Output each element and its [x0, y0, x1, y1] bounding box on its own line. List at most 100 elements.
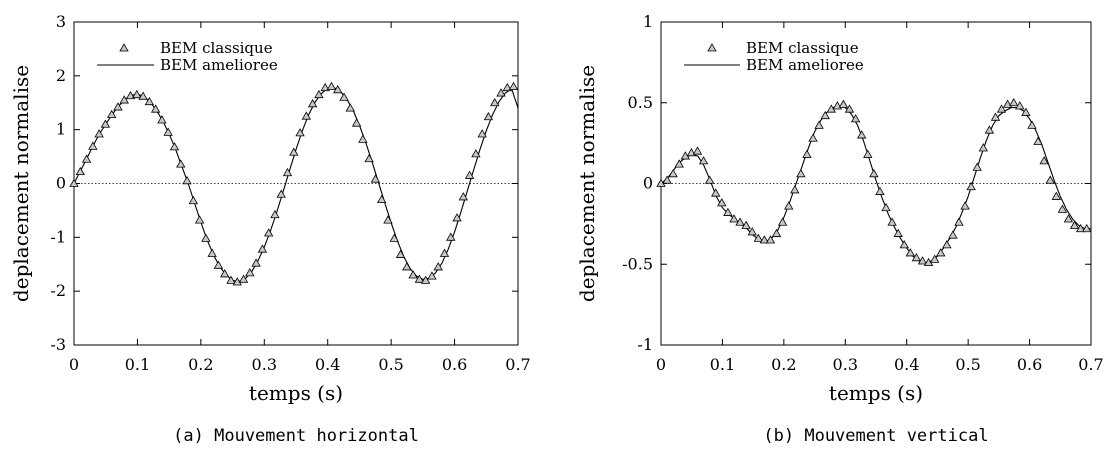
x-tick-label: 0.7 [1078, 355, 1103, 374]
legend-label-classique: BEM classique [746, 39, 859, 57]
marker-classique [483, 111, 494, 121]
chart-vertical-motion: 0 0.1 0.2 0.3 0.4 0.5 0.6 0.7 -1 -0.5 0 0.5 1 BEM c… [575, 12, 1104, 446]
marker-classique [838, 99, 849, 108]
marker-classique [420, 275, 431, 284]
x-tick-label: 0 [656, 355, 666, 374]
marker-classique [150, 104, 161, 113]
marker-classique [138, 91, 148, 100]
marker-classique [125, 90, 136, 100]
y-tick-label: 1 [56, 120, 66, 139]
x-tick-label: 0.3 [252, 355, 277, 374]
y-axis-label: deplacement normalise [9, 65, 33, 302]
legend: BEM classique BEM amelioree [97, 39, 278, 74]
legend-marker-classique [707, 43, 717, 52]
marker-classique [771, 228, 782, 237]
marker-classique [662, 175, 672, 184]
marker-classique [1033, 136, 1043, 145]
marker-classique [383, 215, 393, 224]
legend-label-amelioree: BEM amelioree [746, 56, 864, 74]
marker-classique [232, 277, 242, 286]
marker-classique [207, 248, 217, 257]
marker-classique [887, 217, 897, 226]
x-tick-label: 0.1 [710, 355, 735, 374]
marker-classique [458, 192, 469, 201]
marker-classique [747, 227, 757, 236]
marker-classique [1027, 120, 1037, 129]
marker-classique [1015, 101, 1025, 110]
x-tick-label: 0.5 [955, 355, 980, 374]
y-tick-label: 3 [56, 12, 66, 31]
marker-classique [289, 147, 299, 156]
marker-classique [796, 169, 806, 178]
marker-classique [929, 254, 940, 263]
x-tick-label: 0.6 [1017, 355, 1042, 374]
marker-classique [194, 215, 205, 224]
marker-classique [1069, 220, 1080, 229]
y-tick-label: -3 [50, 335, 66, 354]
marker-classique [978, 143, 989, 152]
x-tick-label: 0 [69, 355, 79, 374]
marker-classique [759, 235, 770, 244]
x-tick-label: 0.4 [315, 355, 340, 374]
marker-classique [88, 141, 98, 150]
marker-classique [802, 149, 812, 158]
marker-classique [765, 235, 776, 244]
marker-classique [157, 115, 167, 124]
marker-classique [408, 270, 418, 279]
marker-classique [960, 201, 970, 210]
marker-classique [395, 249, 406, 258]
marker-classique [320, 82, 330, 92]
marker-classique [808, 133, 818, 142]
y-tick-label: 0 [56, 174, 66, 193]
marker-classique [777, 217, 788, 226]
marker-classique [188, 195, 198, 205]
marker-classique [439, 248, 450, 257]
marker-classique [176, 159, 186, 168]
marker-classique [729, 214, 739, 223]
legend-marker-classique [119, 43, 129, 52]
marker-classique [301, 111, 312, 120]
y-tick-label: 0 [643, 174, 653, 193]
marker-classique [377, 194, 387, 204]
marker-classique [1057, 204, 1068, 213]
marker-classique [717, 198, 727, 207]
x-axis-label: temps (s) [829, 381, 923, 405]
y-tick-label: -0.5 [622, 254, 653, 273]
line-series [660, 105, 1091, 264]
x-tick-label: 0.3 [833, 355, 858, 374]
legend: BEM classique BEM amelioree [684, 39, 864, 74]
marker-classique [893, 228, 903, 237]
marker-classique [1021, 107, 1031, 116]
marker-classique [220, 269, 230, 278]
marker-classique [370, 174, 381, 183]
marker-classique [674, 159, 684, 168]
marker-classique [966, 181, 976, 191]
marker-classique [345, 103, 355, 112]
marker-classique [917, 256, 928, 265]
legend-label-classique: BEM classique [160, 39, 273, 57]
marker-classique [863, 149, 873, 158]
marker-classique [326, 81, 337, 90]
y-tick-label: 1 [643, 12, 653, 31]
y-ticks: -3 -2 -1 0 1 2 3 [50, 12, 518, 354]
marker-classique [282, 167, 293, 177]
marker-classique [857, 130, 867, 139]
marker-classique [1045, 175, 1055, 184]
marker-classique [351, 118, 362, 127]
marker-classique [850, 114, 861, 123]
marker-classique [69, 178, 79, 187]
marker-classique [339, 92, 349, 101]
marker-classique [100, 119, 111, 128]
x-tick-label: 0.2 [771, 355, 796, 374]
marker-classique [668, 169, 678, 178]
marker-classique [132, 89, 142, 99]
x-tick-label: 0.4 [894, 355, 919, 374]
line-series [73, 87, 519, 283]
x-tick-label: 0.5 [378, 355, 403, 374]
marker-classique [238, 274, 249, 283]
marker-classique [169, 142, 180, 151]
y-tick-label: 2 [56, 66, 66, 85]
marker-classique [814, 120, 824, 129]
marker-classique [106, 109, 117, 118]
marker-classique [471, 149, 481, 158]
